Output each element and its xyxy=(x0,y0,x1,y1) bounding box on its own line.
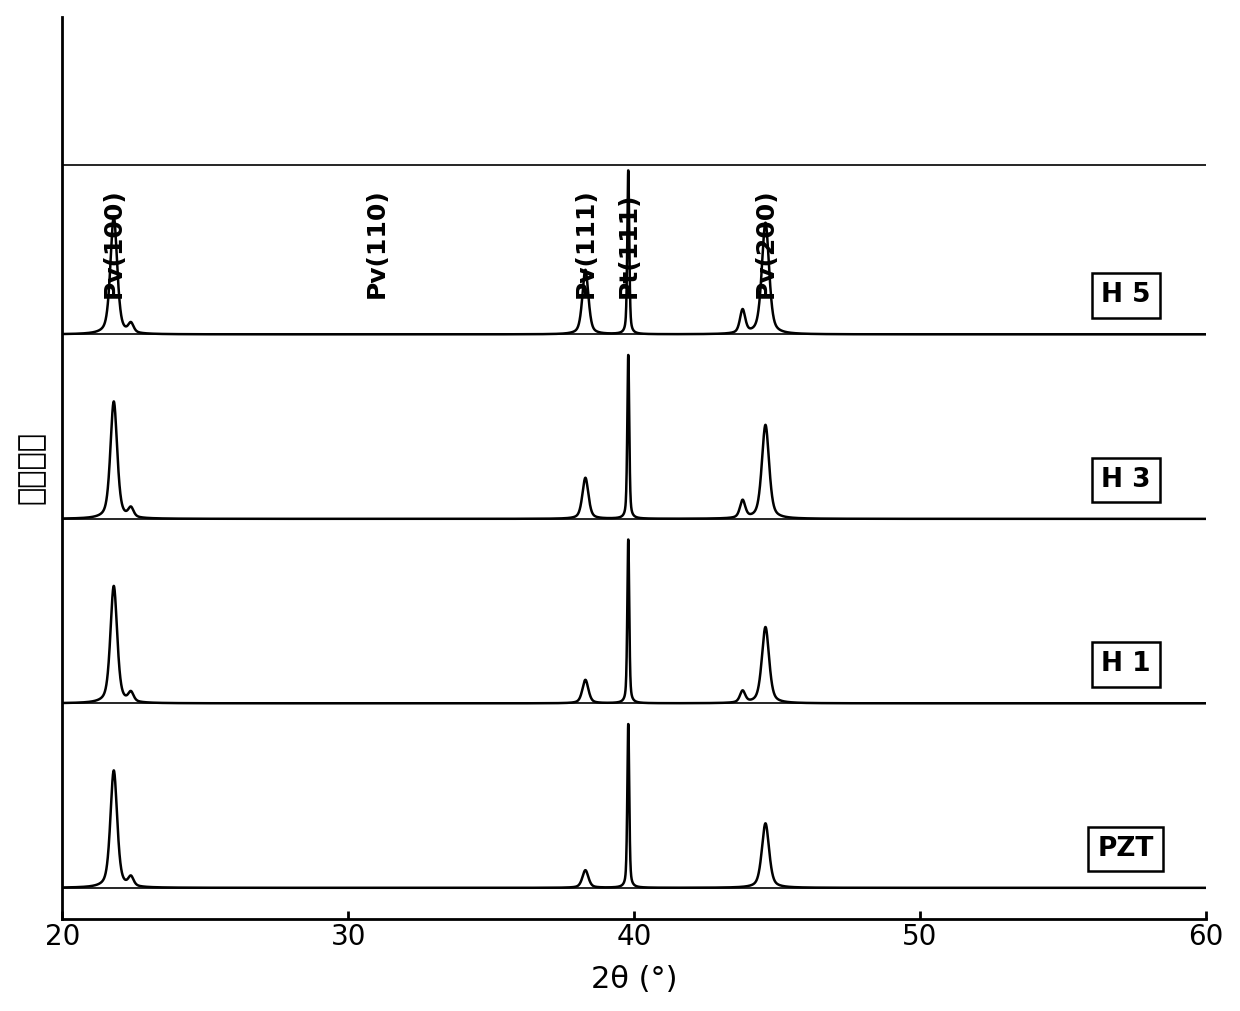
Text: H 5: H 5 xyxy=(1101,282,1151,308)
X-axis label: 2θ (°): 2θ (°) xyxy=(590,966,677,995)
Text: PZT: PZT xyxy=(1097,836,1153,862)
Text: Pv(110): Pv(110) xyxy=(365,189,389,298)
Text: Pt(111): Pt(111) xyxy=(616,193,640,298)
Text: H 3: H 3 xyxy=(1101,467,1151,493)
Text: Pv(200): Pv(200) xyxy=(754,189,777,298)
Y-axis label: 相对强度: 相对强度 xyxy=(16,431,46,504)
Text: H 1: H 1 xyxy=(1101,651,1151,677)
Text: Pv(100): Pv(100) xyxy=(102,189,125,298)
Text: Pv(111): Pv(111) xyxy=(573,189,598,298)
